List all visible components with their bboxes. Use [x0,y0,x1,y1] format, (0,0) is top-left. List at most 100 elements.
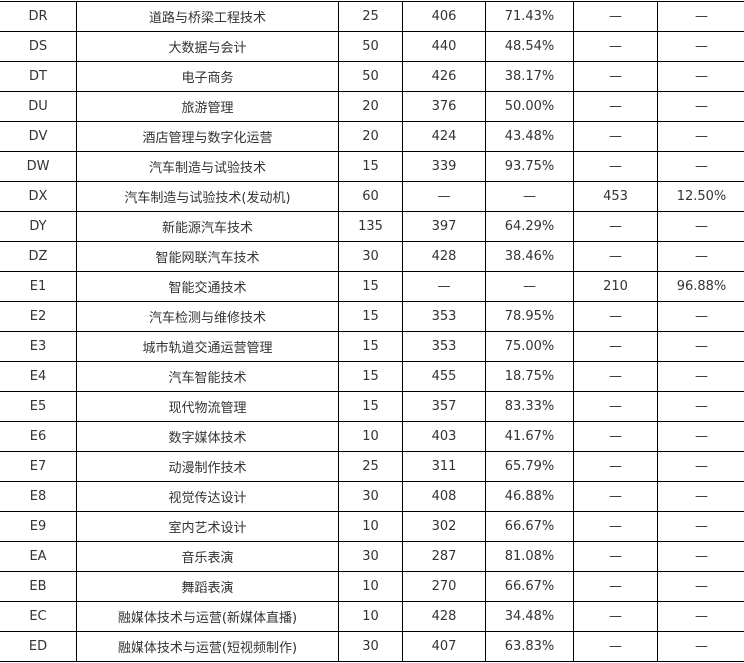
major-name-cell: 汽车检测与维修技术 [76,301,339,332]
rate-b-cell: — [657,511,744,542]
rate-b-cell: — [657,631,744,662]
major-code-cell: DZ [0,241,77,272]
rate-b-cell: — [657,31,744,62]
score-a-cell: 403 [402,421,486,452]
rate-b-cell: — [657,421,744,452]
major-code-cell: DY [0,211,77,242]
rate-a-cell: 34.48% [485,601,574,632]
major-name-cell: 大数据与会计 [76,31,339,62]
table-row: E6 数字媒体技术 10 403 41.67% — — [0,421,744,452]
rate-a-cell: 18.75% [485,361,574,392]
score-b-cell: — [573,31,658,62]
rate-a-cell: 43.48% [485,121,574,152]
rate-a-cell: 65.79% [485,451,574,482]
plan-count-cell: 10 [338,511,403,542]
rate-b-cell: — [657,391,744,422]
major-name-cell: 数字媒体技术 [76,421,339,452]
major-code-cell: DT [0,61,77,92]
rate-a-cell: 64.29% [485,211,574,242]
rate-a-cell: 78.95% [485,301,574,332]
major-code-cell: E6 [0,421,77,452]
table-row: E4 汽车智能技术 15 455 18.75% — — [0,361,744,392]
score-a-cell: 311 [402,451,486,482]
major-name-cell: 融媒体技术与运营(短视频制作) [76,631,339,662]
table-row: DW 汽车制造与试验技术 15 339 93.75% — — [0,151,744,182]
major-code-cell: DS [0,31,77,62]
score-b-cell: — [573,61,658,92]
table-row: E1 智能交通技术 15— —210 96.88% [0,271,744,302]
major-code-cell: ED [0,631,77,662]
score-a-cell: 353 [402,331,486,362]
score-a-cell: 424 [402,121,486,152]
score-b-cell: — [573,631,658,662]
major-name-cell: 室内艺术设计 [76,511,339,542]
major-name-cell: 动漫制作技术 [76,451,339,482]
rate-a-cell: 83.33% [485,391,574,422]
plan-count-cell: 20 [338,121,403,152]
major-code-cell: E1 [0,271,77,302]
score-a-cell: 353 [402,301,486,332]
table-row: EB 舞蹈表演 10 270 66.67% — — [0,571,744,602]
plan-count-cell: 10 [338,601,403,632]
score-b-cell: — [573,541,658,572]
score-b-cell: — [573,601,658,632]
table-row: DX 汽车制造与试验技术(发动机) 60— —453 12.50% [0,181,744,212]
rate-a-cell: 66.67% [485,571,574,602]
rate-b-cell: — [657,361,744,392]
score-a-cell: 428 [402,601,486,632]
major-code-cell: EC [0,601,77,632]
table-row: EA 音乐表演 30 287 81.08% — — [0,541,744,572]
score-a-cell: 270 [402,571,486,602]
rate-a-cell: 41.67% [485,421,574,452]
rate-b-cell: — [657,241,744,272]
score-a-cell: 376 [402,91,486,122]
major-code-cell: E2 [0,301,77,332]
score-a-cell: 455 [402,361,486,392]
plan-count-cell: 30 [338,481,403,512]
rate-a-cell: — [485,181,574,212]
rate-a-cell: 46.88% [485,481,574,512]
table-row: DS 大数据与会计 50 440 48.54% — — [0,31,744,62]
rate-a-cell: 38.46% [485,241,574,272]
table-row: ED 融媒体技术与运营(短视频制作) 30 407 63.83% — — [0,631,744,662]
plan-count-cell: 15 [338,151,403,182]
rate-a-cell: 50.00% [485,91,574,122]
table-row: E2 汽车检测与维修技术 15 353 78.95% — — [0,301,744,332]
score-b-cell: — [573,301,658,332]
major-code-cell: E7 [0,451,77,482]
plan-count-cell: 10 [338,571,403,602]
rate-b-cell: — [657,601,744,632]
table-row: DZ 智能网联汽车技术 30 428 38.46% — — [0,241,744,272]
score-a-cell: 357 [402,391,486,422]
score-b-cell: — [573,511,658,542]
table-row: E7 动漫制作技术 25 311 65.79% — — [0,451,744,482]
score-a-cell: 440 [402,31,486,62]
rate-b-cell: — [657,451,744,482]
table-row: DU 旅游管理 20 376 50.00% — — [0,91,744,122]
major-code-cell: E3 [0,331,77,362]
rate-b-cell: 96.88% [657,271,744,302]
major-name-cell: 城市轨道交通运营管理 [76,331,339,362]
score-a-cell: 302 [402,511,486,542]
major-name-cell: 智能网联汽车技术 [76,241,339,272]
plan-count-cell: 60 [338,181,403,212]
table-row: DV 酒店管理与数字化运营 20 424 43.48% — — [0,121,744,152]
plan-count-cell: 30 [338,541,403,572]
score-b-cell: — [573,121,658,152]
major-code-cell: DR [0,1,77,32]
score-b-cell: — [573,421,658,452]
major-code-cell: DV [0,121,77,152]
score-a-cell: — [402,181,486,212]
plan-count-cell: 15 [338,391,403,422]
score-b-cell: — [573,1,658,32]
rate-b-cell: — [657,91,744,122]
rate-b-cell: — [657,1,744,32]
rate-b-cell: — [657,151,744,182]
major-name-cell: 舞蹈表演 [76,571,339,602]
rate-b-cell: — [657,121,744,152]
major-name-cell: 酒店管理与数字化运营 [76,121,339,152]
major-name-cell: 视觉传达设计 [76,481,339,512]
score-b-cell: — [573,151,658,182]
score-b-cell: — [573,241,658,272]
rate-b-cell: — [657,61,744,92]
